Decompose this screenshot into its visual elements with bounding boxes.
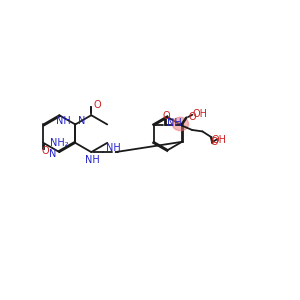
- Text: OH: OH: [211, 135, 226, 145]
- Text: NH: NH: [167, 118, 182, 128]
- Text: NH: NH: [56, 116, 71, 126]
- Text: NH: NH: [106, 143, 121, 153]
- Ellipse shape: [172, 117, 189, 131]
- Text: OH: OH: [193, 109, 208, 119]
- Text: NH: NH: [85, 154, 100, 164]
- Text: O: O: [211, 137, 218, 147]
- Text: N: N: [78, 116, 86, 127]
- Text: N: N: [49, 149, 56, 159]
- Text: O: O: [162, 111, 170, 121]
- Text: O: O: [94, 100, 101, 110]
- Text: O: O: [41, 146, 49, 156]
- Text: O: O: [188, 112, 196, 122]
- Text: NH₂: NH₂: [50, 138, 69, 148]
